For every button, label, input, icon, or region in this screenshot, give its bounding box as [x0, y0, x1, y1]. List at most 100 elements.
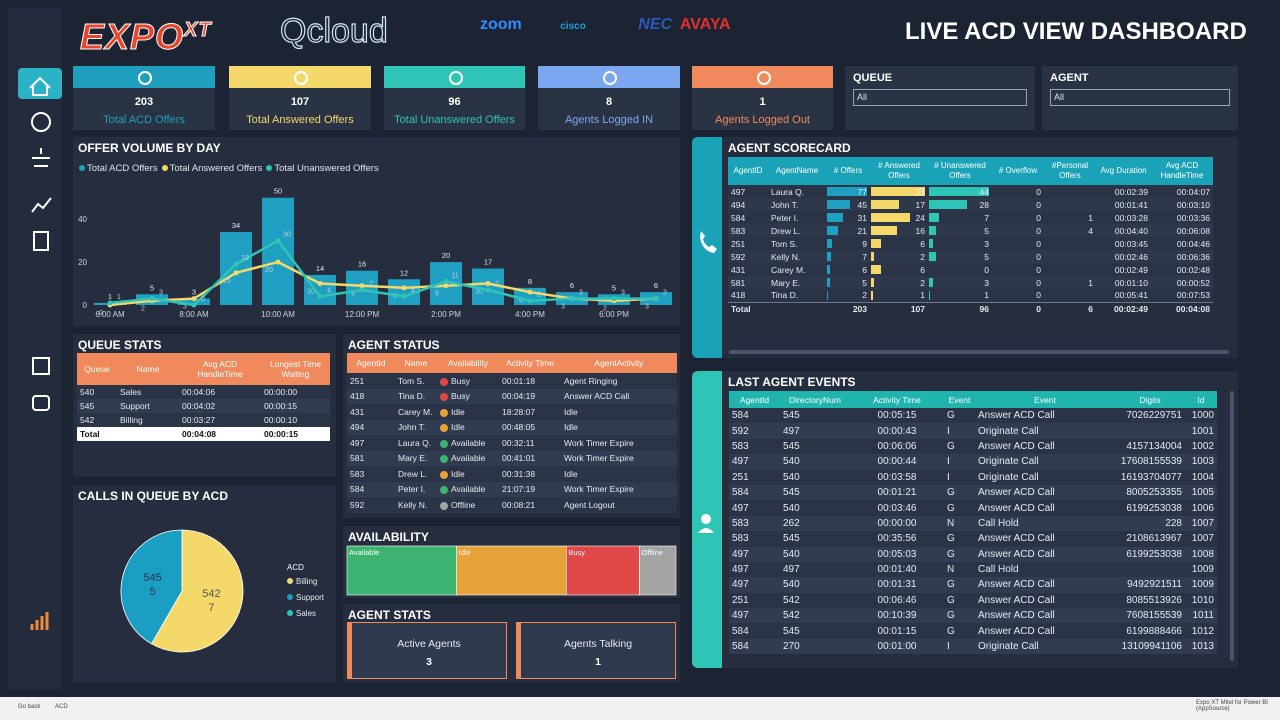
column-header: Avg Duration: [1100, 166, 1147, 175]
table-cell: Answer ACD Call: [978, 625, 1055, 637]
filter-dropdown[interactable]: All: [1050, 89, 1230, 106]
table-cell: 21: [826, 224, 870, 237]
line-point: [317, 281, 323, 287]
table-cell: 00:00:15: [264, 429, 299, 439]
line-point: [527, 289, 533, 295]
table-cell: I: [947, 471, 950, 483]
active-nav[interactable]: [18, 68, 62, 99]
legend-label: Total Unanswered Offers: [274, 163, 379, 174]
kpi-card: 203 Total ACD Offers: [73, 66, 215, 130]
table-cell: 9: [826, 237, 870, 250]
table-cell: 0: [1036, 251, 1041, 262]
cell-text: 3: [984, 238, 989, 249]
table-cell: G: [947, 579, 955, 591]
table-cell: 45: [826, 198, 870, 211]
cell-text: 5: [862, 277, 867, 288]
column-header: Avg ACD HandleTime: [197, 359, 243, 379]
table-cell: I: [947, 641, 950, 653]
partner-logo: cisco: [560, 21, 586, 32]
kpi-card: 107 Total Answered Offers: [229, 66, 371, 130]
table-row: 497 540 00:01:31 G Answer ACD Call 9492921511…: [729, 577, 1217, 593]
events-panel: LAST AGENT EVENTS AgentId DirectoryNum Acti…: [692, 371, 1238, 668]
table-cell: 00:04:06: [182, 387, 216, 397]
table-cell: 4: [1088, 225, 1093, 236]
table-cell: Mary E.: [771, 277, 801, 288]
table-cell: 228: [1165, 517, 1182, 529]
table-row: 251 540 00:03:58 I Originate Call 16193704077…: [729, 469, 1217, 485]
data-label: 9: [435, 291, 439, 298]
table-cell: 1012: [1191, 625, 1214, 637]
header-row: AgentId DirectoryNum Activity Time Event Eve…: [729, 391, 1217, 408]
table-row: 584 270 00:01:00 I Originate Call 13109941106…: [729, 638, 1217, 655]
data-label: 20: [442, 251, 450, 260]
data-label: 7: [495, 281, 499, 288]
back-button[interactable]: Go back: [18, 704, 41, 710]
table-cell: Tina D.: [771, 290, 799, 301]
footer-bar: Go back ACD Expo XT Mitel for Power BI (…: [0, 697, 1280, 720]
line-point: [653, 296, 659, 302]
data-label: 6: [519, 297, 523, 304]
logo-text: EXPO: [79, 16, 185, 58]
table-cell: 1008: [1191, 548, 1214, 560]
data-label: 15: [223, 278, 231, 285]
table-cell: Work Timer Expire: [564, 437, 634, 448]
table-cell: 77: [826, 185, 870, 198]
home-icon[interactable]: [29, 76, 51, 96]
filter-label: AGENT: [1050, 72, 1089, 84]
stat-card: Active Agents 3: [347, 622, 507, 679]
data-table: Queue Name Avg ACD HandleTime Longest Time …: [77, 353, 330, 441]
filter-dropdown[interactable]: All: [853, 89, 1027, 106]
slice-code: 542: [202, 588, 220, 600]
table-cell: 1001: [1191, 425, 1214, 437]
table-cell: 494: [731, 199, 746, 210]
table-cell: Peter I.: [398, 484, 426, 495]
x-tick-label: 10:00 AM: [261, 310, 295, 319]
table-cell: G: [947, 594, 955, 606]
table-row: 251 Tom S. Busy 00:01:18 Agent Ringing: [347, 373, 677, 389]
table-cell: 96: [979, 303, 989, 314]
table-cell: 1011: [1192, 610, 1214, 622]
pie-slice: [150, 529, 244, 653]
scrollbar[interactable]: [1230, 391, 1234, 661]
trend-icon[interactable]: [31, 197, 52, 213]
report-icon[interactable]: [33, 231, 49, 251]
table-cell: 0: [1036, 264, 1041, 275]
scrollbar[interactable]: [729, 350, 1229, 354]
table-cell: 00:00:00: [877, 517, 917, 529]
table-cell: 203: [852, 303, 867, 314]
data-bar: [929, 252, 936, 261]
table-cell: Carey M.: [398, 406, 433, 417]
table-cell: 00:05:41: [1114, 290, 1148, 301]
agent-status-panel: AGENT STATUS AgentId Name Availability Activ…: [343, 334, 680, 518]
table-cell: 00:04:08: [182, 429, 217, 439]
data-bar: [929, 213, 939, 222]
data-label: 16: [358, 260, 366, 269]
legend-swatch: [79, 165, 85, 171]
table-row: 251 Tom S. 9 6 3 0 00:03:45 00:04:46: [728, 237, 1213, 250]
data-label: 6: [654, 281, 658, 290]
list-icon[interactable]: [32, 357, 50, 375]
table-cell: 00:48:05: [502, 422, 536, 433]
cell-text: 2: [862, 290, 867, 301]
data-label: 2: [537, 292, 541, 299]
bot-icon[interactable]: [32, 395, 50, 411]
table-cell: 540: [783, 456, 800, 468]
table-cell: Answer ACD Call: [564, 391, 630, 402]
page-tab[interactable]: ACD: [55, 704, 68, 710]
legend-label: Support: [296, 593, 325, 602]
gauge-icon[interactable]: [31, 112, 51, 132]
org-icon[interactable]: [32, 148, 50, 167]
data-bar: [827, 278, 830, 287]
table-row: 581 Mary E. Available 00:41:01 Work Timer Ex…: [347, 450, 677, 466]
table-row: 583 Drew L. Idle 00:31:38 Idle: [347, 466, 677, 482]
table-cell: Mary E.: [398, 453, 428, 464]
table-cell: 1013: [1191, 641, 1214, 653]
table-cell: [1115, 562, 1185, 577]
table-cell: 251: [350, 375, 365, 386]
table-cell: 00:04:02: [182, 401, 216, 411]
line-point: [359, 287, 365, 293]
data-table: AgentID AgentName # Offers # Answered Offer…: [728, 157, 1213, 315]
data-bar: [827, 213, 844, 222]
data-bar: [871, 265, 881, 274]
status-dot: [440, 501, 448, 510]
